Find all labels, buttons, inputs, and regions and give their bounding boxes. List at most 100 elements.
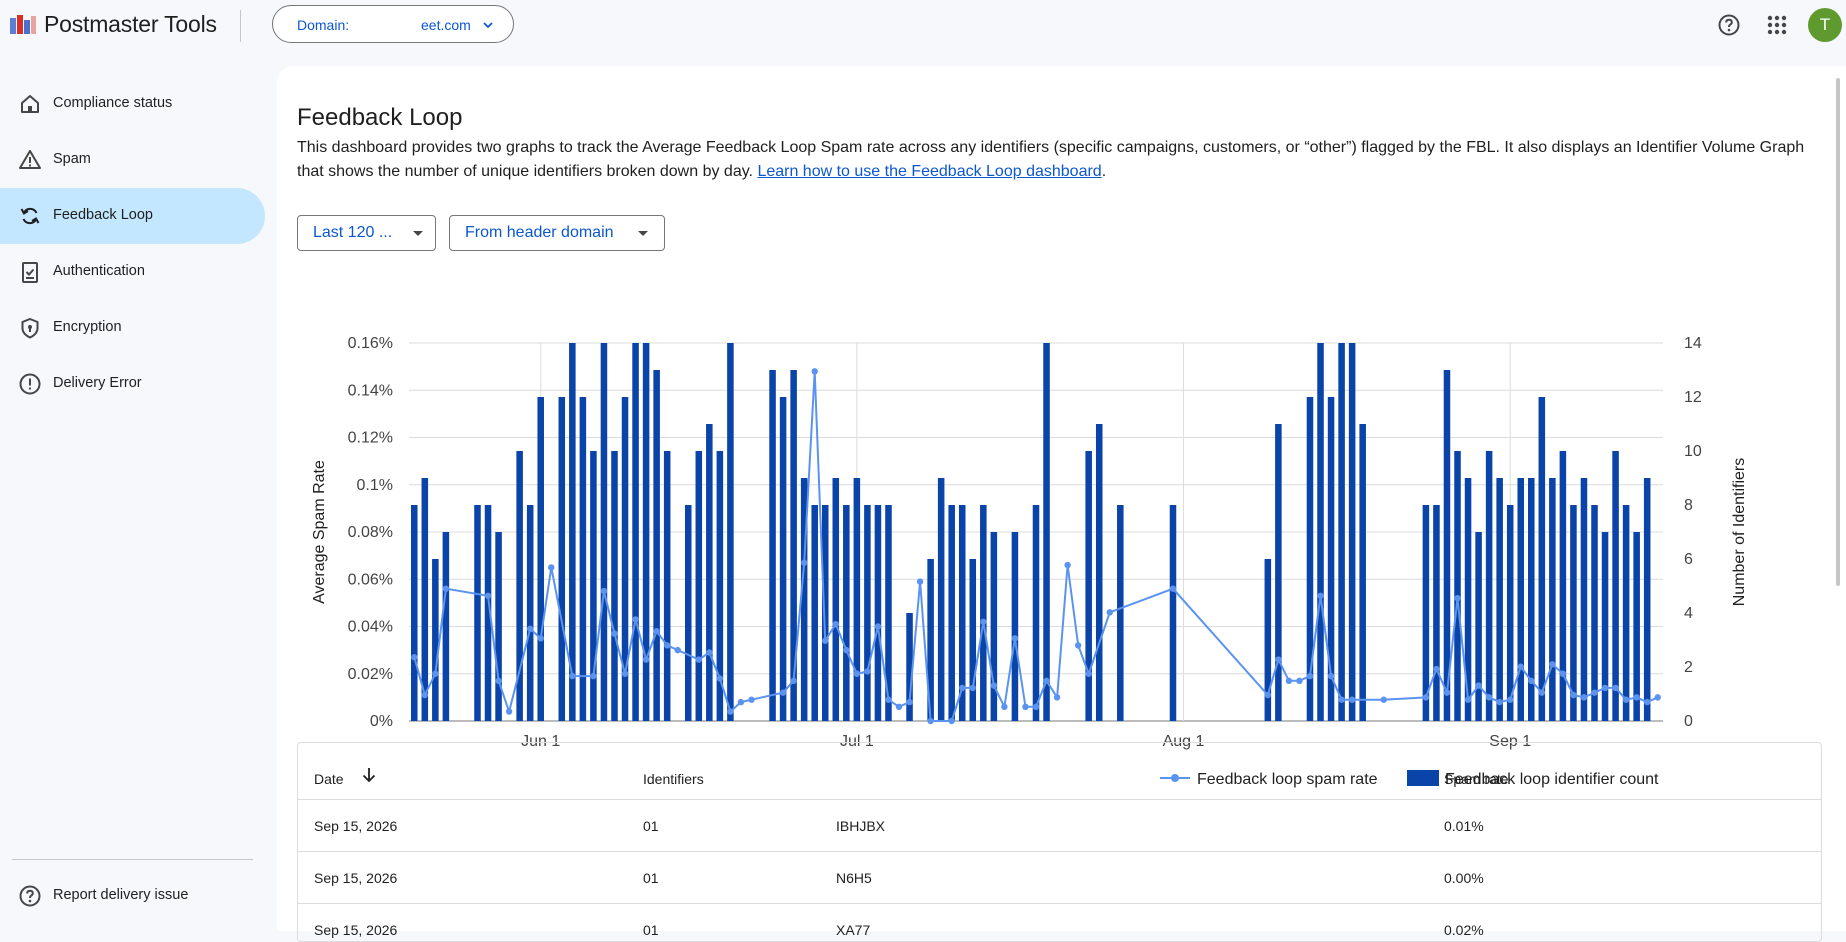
- identifier-count-bar: [1338, 343, 1345, 721]
- sidebar-item-authentication[interactable]: Authentication: [0, 244, 265, 300]
- spam-rate-point: [1422, 694, 1430, 701]
- identifier-count-bar: [937, 478, 945, 721]
- row-identifier-start: 01: [643, 818, 659, 834]
- spam-rate-point: [1622, 696, 1630, 703]
- identifier-count-bar: [632, 343, 639, 721]
- description-text: This dashboard provides two graphs to tr…: [297, 139, 1805, 180]
- spam-rate-point: [927, 717, 934, 725]
- y-left-tick-label: 0%: [370, 713, 393, 730]
- column-header-identifiers: Identifiers: [643, 771, 704, 787]
- page-description: This dashboard provides two graphs to tr…: [297, 136, 1827, 184]
- spam-rate-point: [737, 698, 745, 706]
- spam-rate-point: [864, 668, 871, 675]
- feedback-loop-chart: 0% 0.02% 0.04% 0.06% 0.08% 0.1% 0.12% 0.14% 0.16…: [311, 335, 1748, 788]
- table-row[interactable]: Sep 15, 2026 01 N6H5 0.00%: [298, 851, 1821, 904]
- spam-rate-point: [811, 368, 818, 375]
- help-icon[interactable]: [1717, 13, 1741, 37]
- sidebar-item-delivery-error[interactable]: Delivery Error: [0, 356, 265, 412]
- spam-rate-point: [969, 684, 976, 692]
- identifier-count-bar: [474, 505, 481, 721]
- spam-rate-point: [1443, 689, 1451, 696]
- legend-bar-swatch: [1407, 770, 1439, 786]
- identifier-count-bar: [1580, 478, 1588, 721]
- identifier-count-bar: [853, 478, 861, 721]
- spam-rate-point: [411, 654, 418, 661]
- spam-rate-point: [1296, 677, 1303, 685]
- column-header-date[interactable]: Date: [314, 771, 344, 787]
- spam-rate-point: [1485, 694, 1493, 701]
- identifier-count-bar: [1559, 451, 1567, 721]
- domain-type-dropdown[interactable]: From header domain: [449, 215, 665, 251]
- spam-rate-point: [1285, 677, 1293, 685]
- date-range-dropdown[interactable]: Last 120 ...: [297, 215, 436, 251]
- identifier-count-bar: [1517, 478, 1525, 721]
- identifier-count-bar: [421, 478, 429, 721]
- identifier-count-bar: [411, 505, 418, 721]
- identifier-count-bar: [1043, 343, 1050, 721]
- spam-rate-point: [959, 684, 966, 692]
- sidebar-item-label: Spam: [53, 151, 91, 167]
- spam-rate-point: [1654, 694, 1661, 701]
- error-circle-icon: [19, 373, 41, 395]
- identifier-count-bar: [1622, 505, 1630, 721]
- identifier-count-bar: [1485, 451, 1493, 721]
- scrollbar[interactable]: [1836, 78, 1840, 586]
- spam-rate-point: [843, 646, 850, 654]
- spam-rate-point: [421, 691, 429, 699]
- spam-rate-point: [1528, 677, 1535, 685]
- y-left-tick-label: 0.16%: [348, 335, 393, 352]
- table-row[interactable]: Sep 15, 2026 01 XA77 0.02%: [298, 903, 1821, 941]
- domain-value: eet.com: [421, 17, 471, 33]
- identifier-count-bar: [1317, 343, 1324, 721]
- table-row[interactable]: Sep 15, 2026 01 IBHJBX 0.01%: [298, 799, 1821, 852]
- identifier-count-bar: [874, 505, 882, 721]
- spam-rate-point: [1043, 677, 1050, 685]
- identifier-count-bar: [579, 397, 587, 721]
- spam-rate-point: [1380, 696, 1387, 703]
- apps-grid-icon[interactable]: [1766, 14, 1788, 36]
- sidebar-item-feedback-loop[interactable]: Feedback Loop: [0, 188, 265, 244]
- spam-rate-point: [695, 656, 702, 663]
- legend-label: Feedback loop identifier count: [1445, 771, 1659, 788]
- spam-rate-point: [990, 682, 998, 689]
- identifier-count-bar: [927, 559, 934, 721]
- sidebar-item-encryption[interactable]: Encryption: [0, 300, 265, 356]
- y-right-tick-label: 8: [1684, 497, 1693, 514]
- identifiers-table: Date Identifiers Spam rate Sep 15, 2026 …: [297, 742, 1822, 942]
- spam-rate-point: [906, 698, 913, 706]
- x-tick-label: Jun 1: [521, 733, 560, 750]
- identifier-count-bar: [832, 478, 840, 721]
- identifier-count-bar: [1095, 424, 1103, 721]
- identifier-count-bar: [716, 451, 724, 721]
- spam-rate-point: [1496, 698, 1503, 706]
- identifier-count-bar: [1032, 505, 1040, 721]
- spam-rate-point: [832, 620, 839, 628]
- spam-rate-point: [1570, 691, 1577, 699]
- sidebar-item-spam[interactable]: Spam: [0, 132, 265, 188]
- identifier-count-bar: [790, 370, 797, 721]
- y-right-tick-label: 4: [1684, 605, 1693, 622]
- spam-rate-point: [1064, 561, 1071, 569]
- app-title: Postmaster Tools: [44, 11, 217, 37]
- spam-rate-point: [822, 637, 829, 644]
- y-left-tick-label: 0.06%: [348, 571, 393, 588]
- spam-rate-point: [1053, 694, 1061, 701]
- spam-rate-point: [600, 587, 608, 595]
- report-delivery-issue-link[interactable]: Report delivery issue: [0, 868, 265, 924]
- identifier-count-bar: [1085, 451, 1092, 721]
- row-date: Sep 15, 2026: [314, 922, 398, 938]
- spam-rate-point: [432, 670, 439, 677]
- spam-rate-point: [1507, 696, 1514, 703]
- identifier-count-bar: [1117, 505, 1124, 721]
- avatar[interactable]: T: [1808, 8, 1842, 42]
- identifier-count-bar: [864, 505, 871, 721]
- sidebar-item-compliance-status[interactable]: Compliance status: [0, 76, 265, 132]
- spam-rate-point: [642, 656, 650, 663]
- domain-selector[interactable]: Domain: eet.com: [272, 5, 514, 43]
- arrow-down-icon[interactable]: [359, 765, 379, 785]
- learn-more-link[interactable]: Learn how to use the Feedback Loop dashb…: [757, 163, 1102, 180]
- sidebar-item-label: Encryption: [53, 319, 122, 335]
- page-title: Feedback Loop: [297, 104, 463, 131]
- spam-rate-point: [1601, 684, 1609, 692]
- spam-rate-point: [1549, 661, 1556, 668]
